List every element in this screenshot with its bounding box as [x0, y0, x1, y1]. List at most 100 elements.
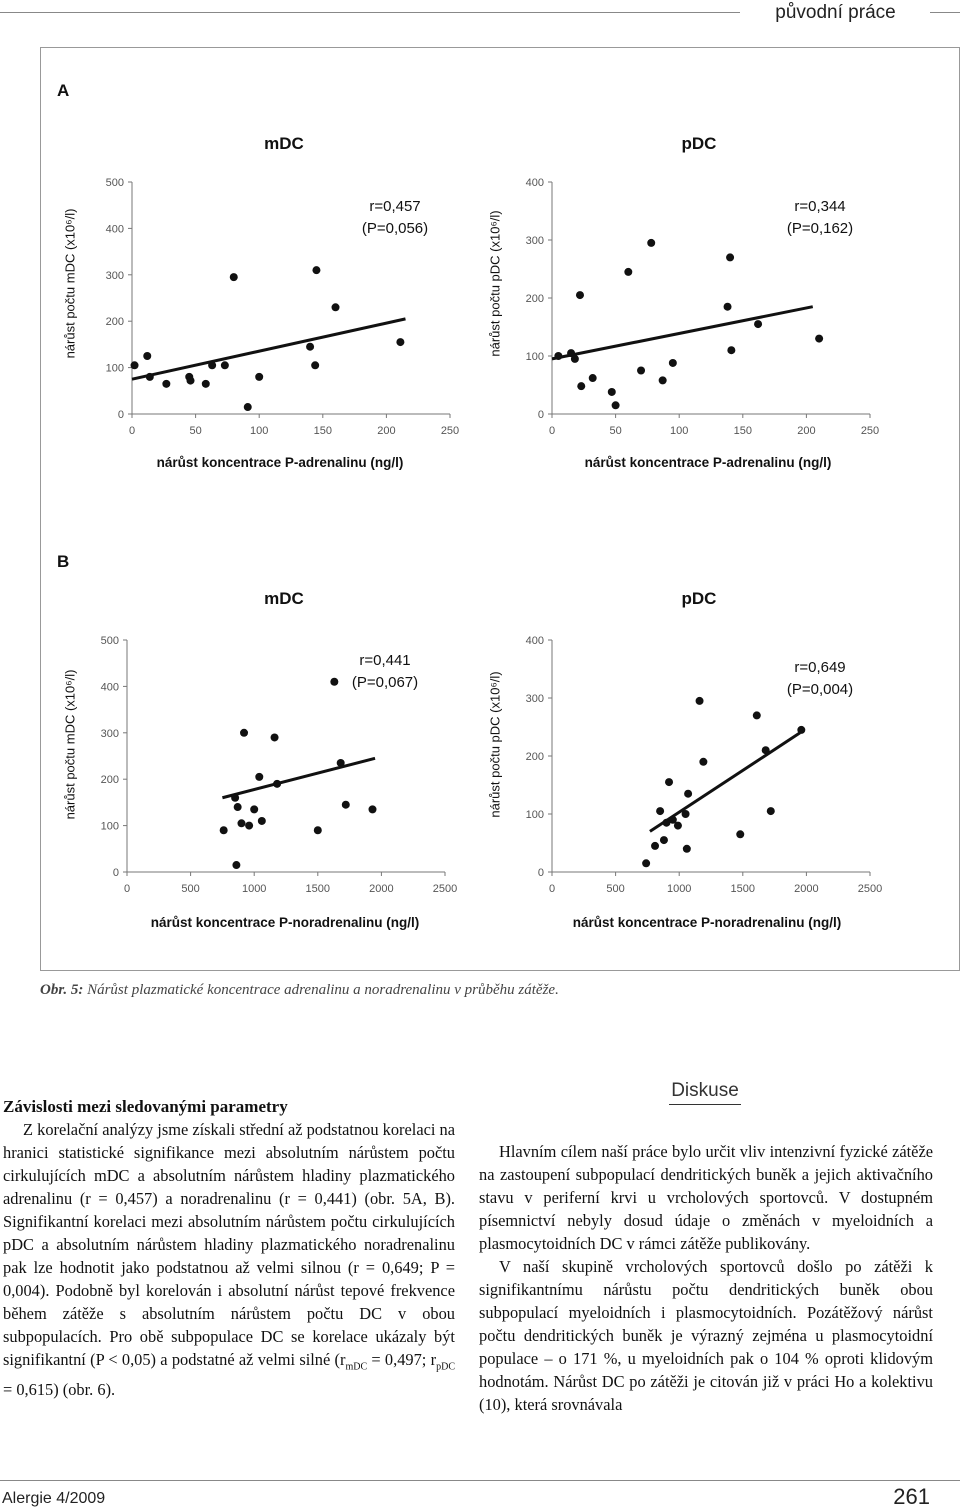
chart-b-pdc-point	[684, 789, 693, 798]
chart-a-pdc-subtitle: pDC	[681, 134, 717, 153]
chart-b-mdc-y-tick-label: 100	[101, 821, 119, 833]
chart-a-mdc-y-tick-label: 0	[118, 409, 124, 421]
section-title: původní práce	[775, 2, 896, 23]
chart-a-pdc-point	[647, 238, 656, 247]
chart-b-pdc-point	[665, 778, 674, 787]
chart-a-mdc-y-tick-label: 300	[106, 270, 124, 282]
chart-b-mdc-ylabel: nárůst počtu mDC (x10⁶/l)	[62, 669, 78, 820]
chart-b-pdc-subtitle: pDC	[681, 589, 717, 608]
chart-b-mdc-subtitle: mDC	[264, 589, 304, 608]
chart-a-mdc-r: r=0,457	[369, 198, 421, 215]
chart-a-pdc-point	[607, 387, 616, 396]
chart-b-mdc-point	[270, 733, 279, 742]
chart-a-pdc-x-tick-label: 0	[549, 425, 555, 437]
left-text-2: = 0,497; r	[367, 1350, 437, 1369]
chart-a-pdc-point	[668, 358, 677, 367]
discussion-heading: Diskuse	[671, 1080, 739, 1101]
chart-a-pdc-point	[577, 382, 586, 391]
panel-label-b: B	[57, 552, 70, 571]
chart-b-pdc-point	[681, 810, 690, 818]
chart-b-pdc-r: r=0,649	[794, 659, 846, 676]
chart-a-mdc-y-tick-label: 500	[106, 177, 124, 189]
chart-a-pdc-point	[624, 267, 633, 276]
chart-b-mdc-x-tick-label: 1000	[242, 883, 266, 895]
chart-b-pdc-trendline	[649, 731, 801, 833]
chart-a-pdc-point	[637, 366, 646, 375]
chart-b-pdc-y-tick-label: 300	[526, 693, 544, 705]
chart-b-mdc-point	[250, 805, 259, 814]
chart-a-pdc-point	[611, 401, 620, 410]
chart-b-pdc-ylabel: nárůst počtu pDC (x10⁶/l)	[487, 671, 503, 818]
chart-b-pdc-point	[695, 696, 704, 705]
chart-a-mdc-x-tick-label: 200	[377, 425, 395, 437]
chart-a-mdc-point	[306, 342, 315, 351]
chart-b-mdc-point	[233, 803, 242, 812]
chart-a-pdc-point	[554, 352, 563, 360]
chart-a-mdc-x-tick-label: 0	[129, 425, 135, 437]
chart-b-pdc-x-tick-label: 2000	[794, 883, 818, 895]
chart-b-pdc-y-tick-label: 100	[526, 809, 544, 821]
chart-a-pdc-point	[570, 354, 579, 363]
panel-label-a: A	[57, 81, 70, 100]
chart-b-mdc-xlabel: nárůst koncentrace P-noradrenalinu (ng/l…	[150, 915, 420, 930]
chart-a-mdc-x-tick-label: 100	[250, 425, 268, 437]
chart-a-pdc-y-tick-label: 0	[538, 409, 544, 421]
chart-b-pdc-point	[766, 807, 775, 816]
chart-a-pdc-ylabel: nárůst počtu pDC (x10⁶/l)	[487, 210, 503, 357]
chart-b-pdc-y-tick-label: 200	[526, 751, 544, 763]
chart-b-pdc-x-tick-label: 1500	[731, 883, 755, 895]
chart-b-mdc-point	[219, 826, 228, 835]
footer-rule	[0, 1480, 960, 1481]
chart-b-mdc-point	[232, 861, 241, 870]
chart-b-mdc-point	[231, 793, 240, 802]
chart-a-mdc-trendline	[131, 317, 406, 381]
chart-b-mdc-x-tick-label: 1500	[306, 883, 330, 895]
chart-a-pdc-y-tick-label: 200	[526, 293, 544, 305]
chart-b-pdc-point	[668, 815, 677, 824]
left-text-1: Z korelační analýzy jsme získali střední…	[3, 1120, 455, 1369]
chart-a-mdc-point	[145, 372, 154, 381]
chart-a-pdc-xlabel: nárůst koncentrace P-adrenalinu (ng/l)	[584, 455, 832, 470]
chart-a-pdc-point	[723, 302, 732, 311]
chart-a-mdc-svg: 0 100 200 300 400 500 0 50 100 150 200 250	[106, 177, 460, 437]
chart-b-pdc-y-tick-label: 400	[526, 635, 544, 647]
chart-a-mdc-point	[208, 361, 217, 370]
chart-b-pdc-p: (P=0,004)	[786, 681, 854, 698]
chart-a-mdc-p: (P=0,056)	[361, 220, 429, 237]
chart-a-pdc-x-tick-label: 250	[861, 425, 879, 437]
chart-b-pdc-point	[699, 757, 708, 766]
chart-b-pdc-svg: 0 100 200 300 400 0 500 1000 1500 2000 2500	[526, 635, 883, 895]
chart-b-mdc-point	[237, 819, 246, 828]
chart-b-mdc-stats: r=0,441 (P=0,067)	[320, 650, 450, 694]
chart-a-pdc-point	[658, 376, 667, 385]
chart-a-mdc-stats: r=0,457 (P=0,056)	[330, 196, 460, 240]
header-rule-left	[0, 12, 740, 13]
chart-a-pdc-y-tick-label: 400	[526, 177, 544, 189]
chart-b-pdc: 0 100 200 300 400 0 500 1000 1500 2000 2500	[510, 628, 890, 908]
chart-b-mdc-x-tick-label: 500	[181, 883, 199, 895]
chart-b-mdc-point	[341, 800, 350, 809]
chart-a-mdc-point	[229, 273, 238, 282]
chart-b-pdc-x-tick-label: 0	[549, 883, 555, 895]
chart-b-mdc-point	[273, 779, 282, 788]
chart-a-mdc-y-tick-label: 200	[106, 316, 124, 328]
chart-a-pdc-stats: r=0,344 (P=0,162)	[755, 196, 885, 240]
left-column: Závislosti mezi sledovanými parametry Z …	[3, 1095, 455, 1401]
chart-a-pdc-svg: 0 100 200 300 400 0 50 100 150 200 250	[526, 177, 880, 437]
chart-b-pdc-point	[761, 746, 770, 755]
chart-b-mdc-p: (P=0,067)	[351, 674, 419, 691]
chart-a-mdc-y-tick-label: 400	[106, 223, 124, 235]
chart-a-mdc-point	[143, 352, 152, 360]
chart-a-mdc-point	[162, 379, 171, 388]
chart-b-mdc-y-tick-label: 400	[101, 681, 119, 693]
chart-b-pdc-point	[736, 830, 745, 839]
chart-a-pdc-y-tick-label: 300	[526, 235, 544, 247]
chart-a-pdc-point	[588, 374, 597, 383]
chart-b-mdc-point	[245, 821, 254, 830]
chart-b-mdc-point	[255, 772, 264, 781]
chart-a-pdc-r: r=0,344	[794, 198, 846, 215]
caption-text: Nárůst plazmatické koncentrace adrenalin…	[87, 982, 559, 998]
chart-a-mdc-point	[396, 338, 405, 347]
chart-b-pdc-xlabel: nárůst koncentrace P-noradrenalinu (ng/l…	[572, 915, 842, 930]
chart-a-pdc-point	[567, 349, 576, 358]
